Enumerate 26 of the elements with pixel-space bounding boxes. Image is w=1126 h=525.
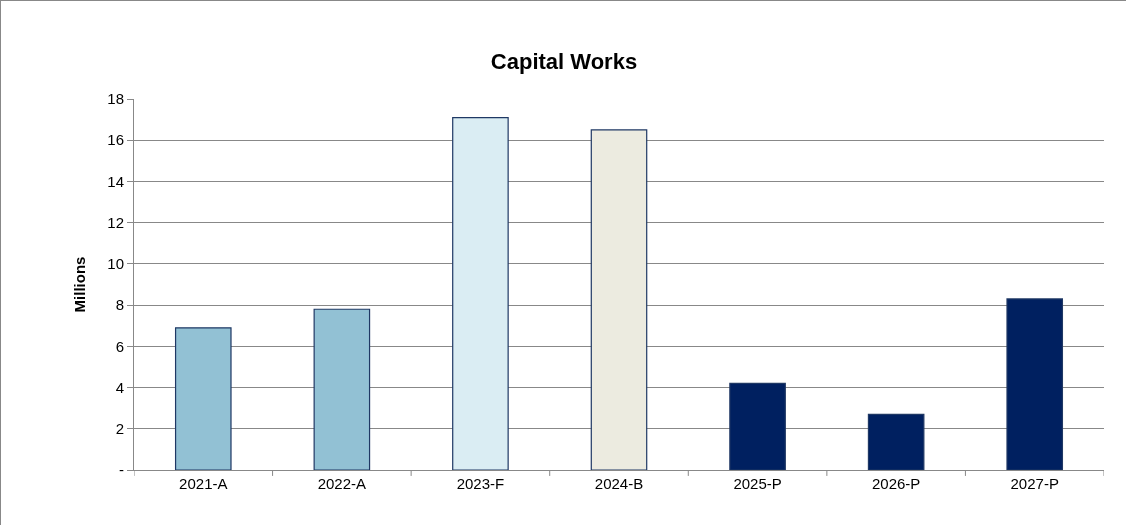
y-tick-label: 8 [115, 296, 124, 314]
y-tick-label: 4 [115, 378, 124, 396]
x-tick-label: 2024-B [594, 475, 644, 492]
y-tick-label: 16 [107, 131, 124, 149]
y-tick-label: 12 [107, 213, 124, 231]
y-tick-label: 14 [107, 172, 124, 190]
x-tick-label: 2026-P [871, 475, 921, 492]
y-tick-label: 6 [115, 337, 124, 355]
bar [1006, 298, 1064, 470]
x-tick-label: 2025-P [733, 475, 782, 492]
y-tick-label: 10 [107, 255, 124, 273]
x-tick-label: 2022-A [317, 475, 367, 492]
bar [867, 413, 925, 470]
y-tick-label: 2 [115, 420, 124, 438]
chart-title: Capital Works [490, 48, 638, 74]
x-tick-label: 2021-A [179, 475, 228, 492]
x-tick-label: 2027-P [1010, 475, 1059, 492]
bar [729, 382, 786, 470]
y-tick-label: 18 [107, 90, 124, 108]
y-tick-label: - [119, 461, 124, 479]
bar [174, 327, 232, 470]
bar [590, 129, 648, 470]
bar [313, 308, 371, 470]
bar [452, 116, 509, 470]
y-axis-title: Millions [70, 256, 88, 313]
x-tick-label: 2023-F [456, 475, 505, 492]
